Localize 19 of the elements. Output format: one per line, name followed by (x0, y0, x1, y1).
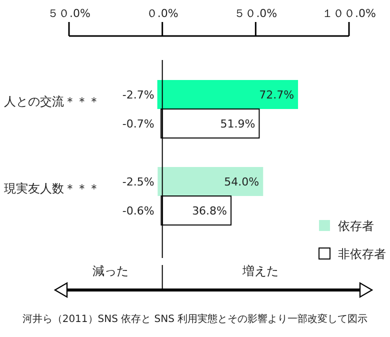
legend-label: 依存者 (338, 219, 374, 233)
data-label: -2.7% (122, 88, 154, 102)
text: 減った (92, 264, 129, 278)
x-tick-label: ０.0% (146, 7, 178, 20)
text: 増えた (242, 264, 279, 278)
x-tick-label: ５０.0% (234, 7, 278, 20)
data-label: -0.6% (122, 204, 154, 218)
y-tick-label: 人との交流＊＊＊ (4, 94, 100, 108)
x-tick-label: ５０.0% (48, 7, 90, 20)
x-tick-label: １００.0% (322, 7, 376, 20)
data-label: -0.7% (122, 118, 154, 130)
data-label: 72.7% (259, 88, 294, 102)
text: 河井ら（2011）SNS 依存と SNS 利用実態とその影響より一部改変して図示 (22, 313, 368, 325)
data-label: 51.9% (220, 118, 256, 130)
data-label: 54.0% (224, 176, 260, 188)
y-tick-label: 現実友人数＊＊＊ (4, 182, 100, 196)
data-label: 36.8% (192, 204, 228, 218)
legend-label: 非依存者 (338, 247, 386, 261)
data-label: -2.5% (122, 176, 154, 188)
